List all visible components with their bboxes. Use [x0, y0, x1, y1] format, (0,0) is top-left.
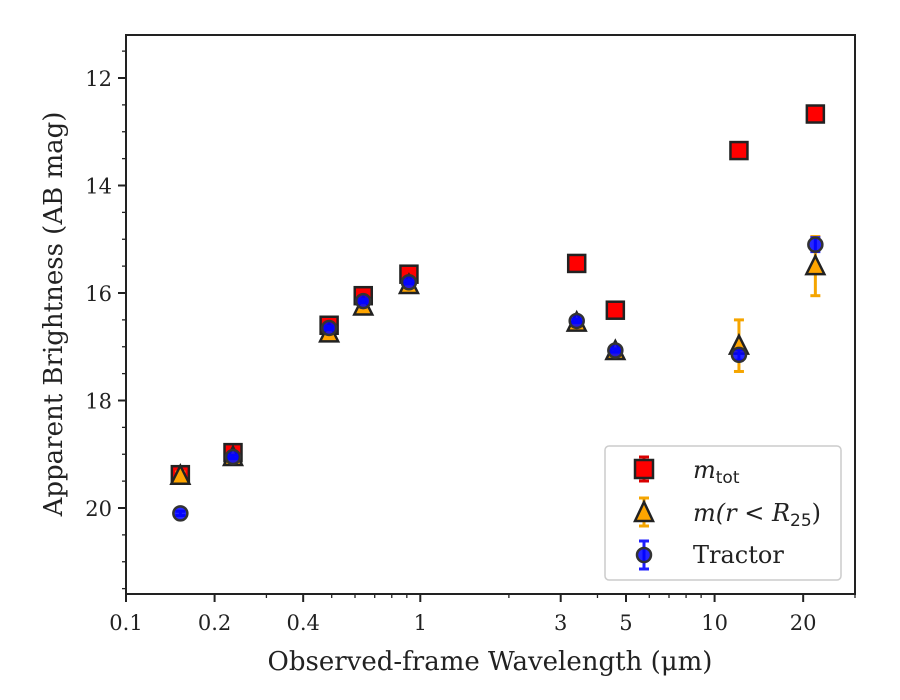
data-point-tractor [320, 319, 338, 337]
circle-marker [320, 319, 338, 337]
data-point-tractor [224, 448, 242, 466]
y-axis-label: Apparent Brightness (AB mag) [39, 112, 69, 518]
circle-marker [172, 505, 189, 522]
circle-marker [224, 448, 242, 466]
x-tick-label: 0.1 [109, 611, 142, 635]
data-point-tractor [568, 312, 585, 330]
data-point-tractor [807, 236, 824, 254]
square-marker [729, 140, 749, 161]
legend-entry-tractor: Tractor [635, 539, 784, 571]
circle-marker [400, 274, 418, 291]
data-point-mtot [566, 253, 587, 274]
circle-marker [607, 342, 624, 359]
data-point-tractor [172, 505, 189, 522]
legend-entry-mtot: mtot [633, 455, 740, 488]
data-point-tractor [355, 292, 372, 310]
square-marker [566, 253, 587, 274]
data-point-tractor [400, 274, 418, 291]
x-tick-label: 0.4 [286, 611, 319, 635]
y-tick-label: 14 [85, 175, 112, 199]
x-tick-label: 20 [790, 611, 817, 635]
square-marker [805, 104, 826, 124]
data-point-tractor [730, 346, 748, 364]
legend: mtot m(r < R25) Tractor [604, 445, 842, 581]
legend-mtot-label: mtot [693, 456, 740, 488]
circle-marker [730, 346, 748, 364]
circle-marker [807, 236, 824, 253]
data-point-mtot [805, 104, 826, 124]
x-tick-label: 3 [554, 611, 567, 635]
legend-box [604, 445, 842, 581]
data-point-tractor [607, 342, 624, 359]
triangle-marker [169, 462, 192, 485]
data-point-m-r-r25 [169, 462, 192, 485]
legend-triangle-marker [633, 499, 655, 523]
x-tick-label: 10 [701, 611, 728, 635]
legend-square-marker [633, 458, 655, 480]
data-point-mtot [605, 300, 626, 320]
data-point-mtot [729, 140, 749, 161]
x-tick-label: 5 [619, 611, 632, 635]
plot-frame [125, 34, 856, 595]
legend-tractor-label: Tractor [693, 541, 784, 569]
legend-entry-mr25: m(r < R25) [633, 496, 821, 531]
x-tick-label: 0.2 [198, 611, 231, 635]
y-tick-label: 12 [85, 67, 112, 91]
square-marker [605, 300, 626, 320]
circle-marker [568, 312, 585, 330]
y-tick-label: 20 [85, 497, 112, 521]
y-tick-label: 18 [85, 390, 112, 414]
circle-marker [355, 292, 372, 310]
legend-mr25-label: m(r < R25) [693, 499, 821, 531]
x-axis-label: Observed-frame Wavelength (μm) [268, 647, 713, 677]
axis-ticks: 0.1 0.2 0.4 1 3 5 10 20 12 14 16 18 20 [85, 50, 856, 635]
triangle-marker [804, 253, 827, 276]
data-points [169, 104, 827, 522]
x-tick-label: 1 [414, 611, 427, 635]
y-tick-label: 16 [85, 282, 112, 306]
legend-circle-marker [635, 546, 653, 564]
